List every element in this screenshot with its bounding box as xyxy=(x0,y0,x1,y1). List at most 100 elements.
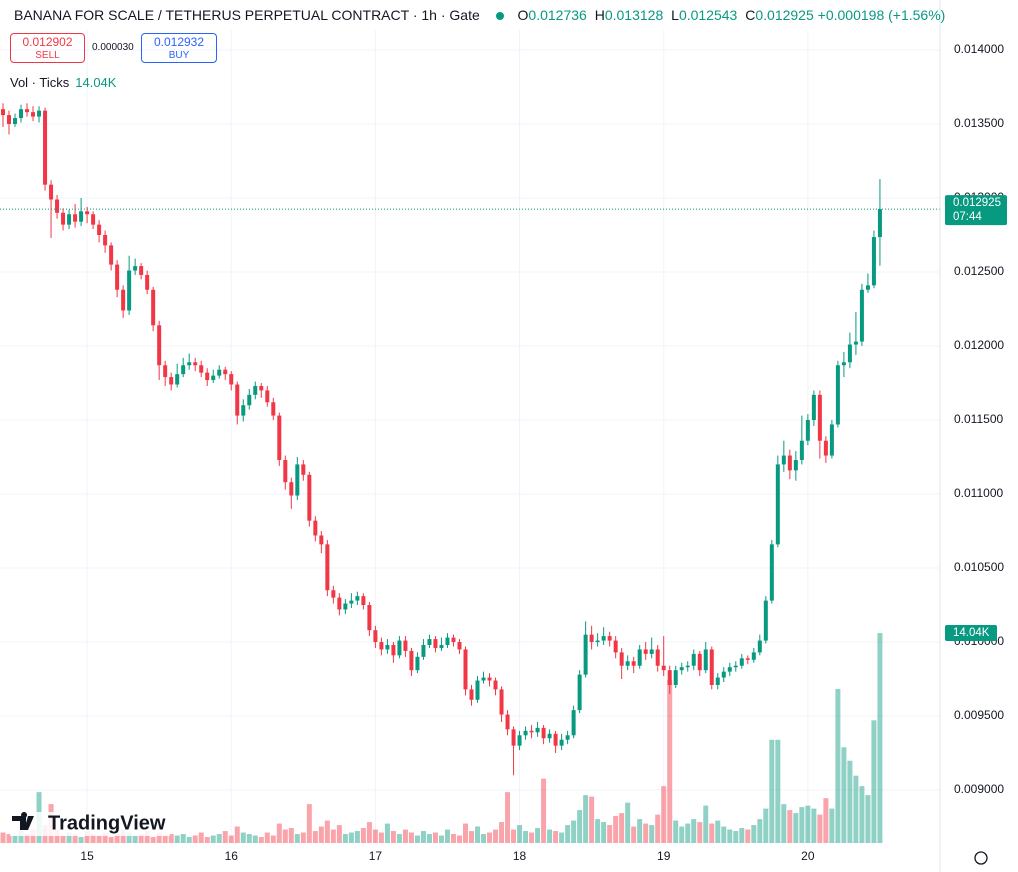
volume-bar xyxy=(469,831,475,843)
candle-body xyxy=(331,590,336,598)
volume-bar xyxy=(829,808,835,843)
candle-body xyxy=(607,636,612,641)
candle-body xyxy=(733,665,738,668)
candle-body xyxy=(559,739,564,746)
candle-body xyxy=(523,730,528,736)
candle-body xyxy=(133,266,138,271)
volume-bar xyxy=(655,814,661,843)
close-value: 0.012925 xyxy=(755,7,814,23)
volume-bar xyxy=(102,832,108,843)
candle-body xyxy=(127,270,132,311)
volume-bar xyxy=(408,832,414,843)
candle-body xyxy=(235,384,240,416)
volume-bar xyxy=(589,796,595,843)
x-tick-label: 17 xyxy=(369,849,383,863)
volume-bar xyxy=(559,832,565,843)
candle-body xyxy=(199,365,204,373)
volume-bar xyxy=(805,805,811,843)
volume-bar xyxy=(751,825,757,843)
volume-pane xyxy=(0,633,883,843)
volume-bar xyxy=(781,804,787,843)
change: +0.000198 (+1.56%) xyxy=(817,7,946,23)
close-label: C xyxy=(745,7,756,23)
volume-bar xyxy=(174,835,180,843)
candle-body xyxy=(415,656,420,671)
volume-bar xyxy=(715,820,721,843)
volume-bar xyxy=(817,814,823,843)
y-tick-label: 0.010500 xyxy=(954,560,1004,574)
candle-body xyxy=(787,455,792,471)
volume-title: Vol · Ticks xyxy=(10,75,70,90)
candle-body xyxy=(151,289,156,326)
volume-bar xyxy=(54,829,60,843)
volume-bar xyxy=(354,831,360,843)
volume-bar xyxy=(240,832,246,843)
sell-button[interactable]: 0.012902 SELL xyxy=(10,33,85,63)
volume-bar xyxy=(258,837,264,843)
candle-body xyxy=(637,649,642,666)
candle-body xyxy=(79,211,84,222)
volume-bar xyxy=(853,775,859,843)
candle-body xyxy=(847,344,852,363)
candle-body xyxy=(427,639,432,645)
candle-body xyxy=(511,729,516,746)
volume-bar xyxy=(601,822,607,843)
volume-bar xyxy=(144,831,150,843)
candle-body xyxy=(295,464,300,496)
volume-bar xyxy=(30,829,36,843)
volume-bar xyxy=(318,826,324,843)
candle-body xyxy=(667,670,672,685)
volume-bar xyxy=(535,828,541,843)
candle-body xyxy=(325,544,330,591)
candle-body xyxy=(157,325,162,366)
logo-bg xyxy=(10,812,170,836)
settings-button[interactable] xyxy=(974,851,988,865)
candle-body xyxy=(589,634,594,643)
volume-bar xyxy=(330,829,336,843)
candle-body xyxy=(727,667,732,672)
volume-bar xyxy=(276,823,282,843)
spread: 0.000030 xyxy=(92,42,134,53)
candle-body xyxy=(97,224,102,235)
candle-body xyxy=(673,670,678,685)
candle-body xyxy=(1,109,6,116)
volume-bar xyxy=(595,819,601,843)
price-pane xyxy=(0,103,940,776)
candle-body xyxy=(655,649,660,666)
volume-bar xyxy=(541,778,547,843)
candle-body xyxy=(877,209,882,238)
candle-body xyxy=(835,365,840,425)
countdown-label: 07:44 xyxy=(953,211,982,223)
open-label: O xyxy=(517,7,529,23)
grid xyxy=(0,30,940,843)
volume-bar xyxy=(348,832,354,843)
volume-bar xyxy=(360,828,366,843)
candle-body xyxy=(775,464,780,545)
volume-bar xyxy=(691,819,697,843)
candle-body xyxy=(601,636,606,641)
volume-bar xyxy=(432,832,438,843)
low-label: L xyxy=(671,7,679,23)
volume-bar xyxy=(625,802,631,843)
volume-bar xyxy=(216,834,222,843)
candle-body xyxy=(217,369,222,376)
candle-body xyxy=(175,374,180,385)
candle-body xyxy=(571,710,576,736)
volume-bar xyxy=(757,819,763,843)
volume-bar xyxy=(426,834,432,843)
candle-body xyxy=(739,658,744,666)
candle-body xyxy=(367,605,372,631)
candle-body xyxy=(271,402,276,416)
buy-button[interactable]: 0.012932 BUY xyxy=(141,33,217,63)
candle-body xyxy=(25,109,30,113)
candle-body xyxy=(871,237,876,286)
y-tick-label: 0.014000 xyxy=(954,42,1004,56)
volume-value: 14.04K xyxy=(75,75,117,90)
volume-bar xyxy=(685,823,691,843)
candle-body xyxy=(163,365,168,378)
volume-bar xyxy=(583,795,589,843)
candle-body xyxy=(403,640,408,651)
high-label: H xyxy=(594,7,605,23)
candle-body xyxy=(577,674,582,711)
candle-body xyxy=(853,341,858,345)
